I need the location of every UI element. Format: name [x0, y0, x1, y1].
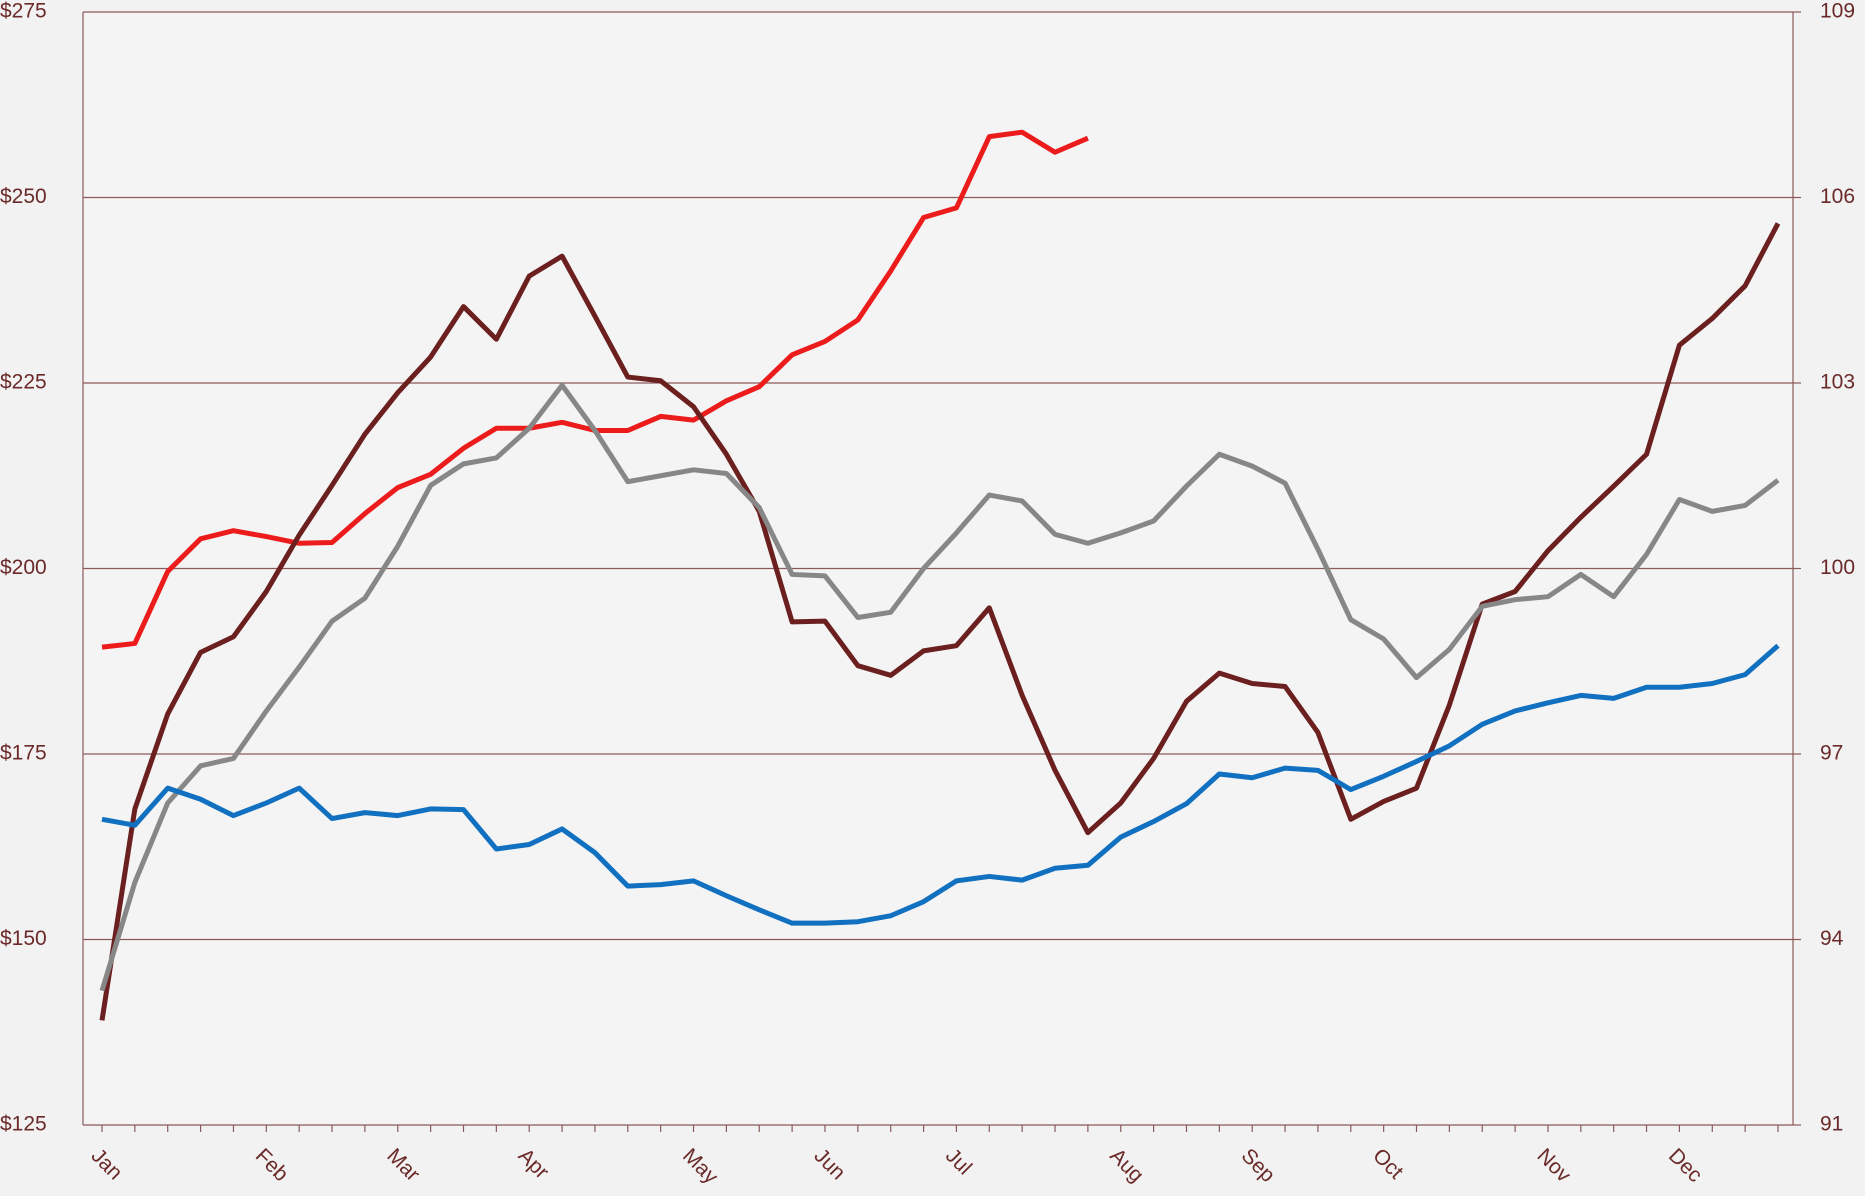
x-tick-label: Dec: [1664, 1144, 1707, 1187]
chart: $125 $150 $175 $200 $225 $250 $275 91 94 97 100 103…: [0, 0, 1865, 1196]
y2-tick-label: 91: [1820, 1113, 1843, 1136]
x-tick-label: Jun: [810, 1144, 850, 1184]
y2-tick-label: 100: [1820, 556, 1855, 579]
y-tick-label: $200: [0, 556, 47, 579]
y-tick-label: $125: [0, 1113, 47, 1136]
x-tick-label: Jan: [87, 1144, 127, 1184]
x-tick-label: Aug: [1105, 1144, 1148, 1187]
x-tick-label: Jul: [941, 1144, 976, 1179]
y-tick-label: $250: [0, 185, 47, 208]
y-tick-label: $275: [0, 0, 47, 23]
y2-tick-label: 97: [1820, 742, 1843, 765]
y-tick-label: $175: [0, 742, 47, 765]
x-tick-label: Mar: [382, 1144, 424, 1186]
x-tick-label: Sep: [1237, 1144, 1280, 1187]
page: {"chart_data": {"type": "line", "categor…: [0, 0, 1865, 1196]
x-tick-label: Feb: [251, 1144, 293, 1186]
y-tick-label: $225: [0, 371, 47, 394]
y2-tick-label: 94: [1820, 927, 1844, 950]
x-tick-label: Apr: [514, 1144, 553, 1183]
x-tick-label: Nov: [1533, 1144, 1576, 1187]
y2-tick-label: 103: [1820, 371, 1855, 394]
y2-tick-label: 106: [1820, 185, 1855, 208]
x-tick-label: Oct: [1368, 1144, 1407, 1183]
y-tick-label: $150: [0, 927, 47, 950]
y2-tick-label: 109: [1820, 0, 1855, 23]
x-tick-label: May: [678, 1144, 723, 1189]
